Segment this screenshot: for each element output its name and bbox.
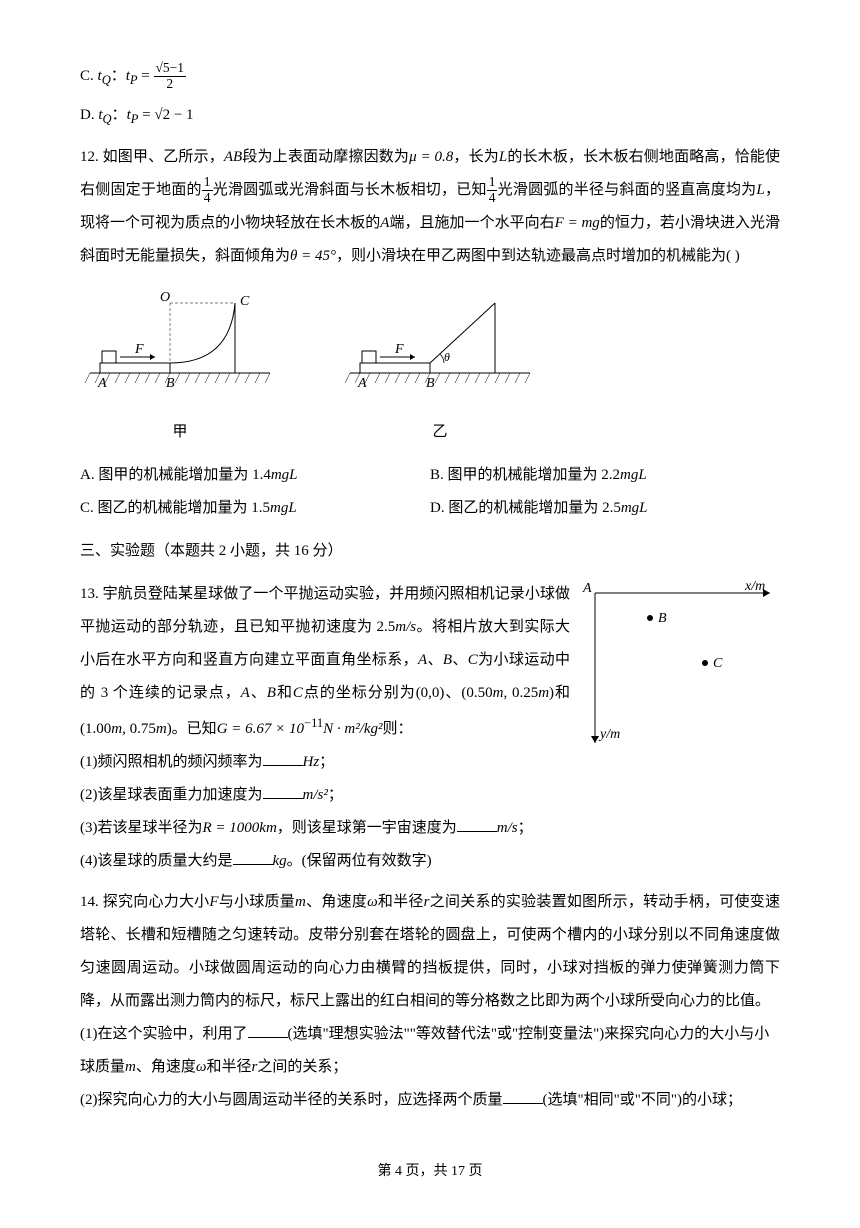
figure-yi-svg: F θ A B — [340, 283, 540, 403]
q13-coordinate-svg: A x/m y/m B C — [580, 578, 780, 758]
q13-sub3: (3)若该星球半径为R = 1000km，则该星球第一宇宙速度为m/s； — [80, 812, 780, 845]
label-A: A — [582, 581, 592, 596]
fraction: √5−12 — [154, 61, 187, 92]
figure-yi: F θ A B 乙 — [340, 283, 540, 449]
option-d-label: D. — [80, 107, 98, 123]
question-13: A x/m y/m B C 13. 宇航员登陆某星球做了一个平抛运动实验，并用频… — [80, 578, 780, 878]
label-F: F — [134, 342, 144, 357]
blank-input[interactable] — [248, 1023, 288, 1038]
denominator: 2 — [154, 77, 187, 92]
blank-input[interactable] — [263, 751, 303, 766]
q12-diagrams: F O C A B 甲 — [80, 283, 780, 449]
option-c: C. 图乙的机械能增加量为 1.5mgL — [80, 492, 430, 525]
label-B: B — [166, 376, 175, 391]
page-footer: 第 4 页，共 17 页 — [80, 1157, 780, 1188]
question-12: 12. 如图甲、乙所示，AB段为上表面动摩擦因数为μ = 0.8，长为L的长木板… — [80, 141, 780, 525]
label-theta: θ — [444, 350, 450, 364]
q13-figure: A x/m y/m B C — [580, 578, 780, 771]
blank-input[interactable] — [263, 784, 303, 799]
label-A: A — [357, 376, 367, 391]
label-C: C — [713, 656, 723, 671]
figure-jia-svg: F O C A B — [80, 283, 280, 403]
figure-jia-label: 甲 — [80, 416, 280, 449]
label-y: y/m — [598, 727, 620, 742]
q14-text: 14. 探究向心力大小F与小球质量m、角速度ω和半径r之间关系的实验装置如图所示… — [80, 886, 780, 1018]
blank-input[interactable] — [503, 1089, 543, 1104]
fraction-quarter: 14 — [202, 175, 213, 206]
option-d: D. 图乙的机械能增加量为 2.5mgL — [430, 492, 780, 525]
label-C: C — [240, 294, 250, 309]
q-number: 12. — [80, 149, 103, 165]
q-number: 14. — [80, 894, 103, 910]
section-3-header: 三、实验题（本题共 2 小题，共 16 分） — [80, 535, 780, 568]
blank-input[interactable] — [457, 817, 497, 832]
q14-sub2: (2)探究向心力的大小与圆周运动半径的关系时，应选择两个质量(选填"相同"或"不… — [80, 1084, 780, 1117]
label-B: B — [426, 376, 435, 391]
label-F: F — [394, 342, 404, 357]
question-11-continuation: C. tQ：tP = √5−12 D. tQ：tP = √2 − 1 — [80, 60, 780, 133]
option-a: A. 图甲的机械能增加量为 1.4mgL — [80, 459, 430, 492]
q14-sub1: (1)在这个实验中，利用了(选填"理想实验法""等效替代法"或"控制变量法")来… — [80, 1018, 780, 1084]
label-B: B — [658, 611, 667, 626]
q13-sub4: (4)该星球的质量大约是kg。(保留两位有效数字) — [80, 845, 780, 878]
q12-options: A. 图甲的机械能增加量为 1.4mgL B. 图甲的机械能增加量为 2.2mg… — [80, 459, 780, 525]
question-14: 14. 探究向心力大小F与小球质量m、角速度ω和半径r之间关系的实验装置如图所示… — [80, 886, 780, 1117]
label-A: A — [97, 376, 107, 391]
numerator: √5−1 — [154, 61, 187, 77]
option-b: B. 图甲的机械能增加量为 2.2mgL — [430, 459, 780, 492]
fraction-quarter: 14 — [487, 175, 498, 206]
option-c: C. tQ：tP = √5−12 — [80, 60, 780, 95]
label-x: x/m — [744, 579, 765, 594]
q-number: 13. — [80, 586, 103, 602]
q13-sub2: (2)该星球表面重力加速度为m/s²； — [80, 779, 780, 812]
blank-input[interactable] — [233, 850, 273, 865]
figure-jia: F O C A B 甲 — [80, 283, 280, 449]
value: √2 − 1 — [154, 107, 193, 123]
option-c-label: C. — [80, 68, 98, 84]
question-12-text: 12. 如图甲、乙所示，AB段为上表面动摩擦因数为μ = 0.8，长为L的长木板… — [80, 141, 780, 273]
figure-yi-label: 乙 — [340, 416, 540, 449]
option-d: D. tQ：tP = √2 − 1 — [80, 99, 780, 134]
sub-q: Q — [102, 73, 111, 87]
colon: ： — [112, 107, 127, 123]
colon: ： — [111, 68, 126, 84]
sub-p: P — [130, 73, 138, 87]
equals: = — [138, 68, 154, 84]
equals: = — [138, 107, 154, 123]
sub-q: Q — [103, 112, 112, 126]
label-O: O — [160, 290, 170, 305]
